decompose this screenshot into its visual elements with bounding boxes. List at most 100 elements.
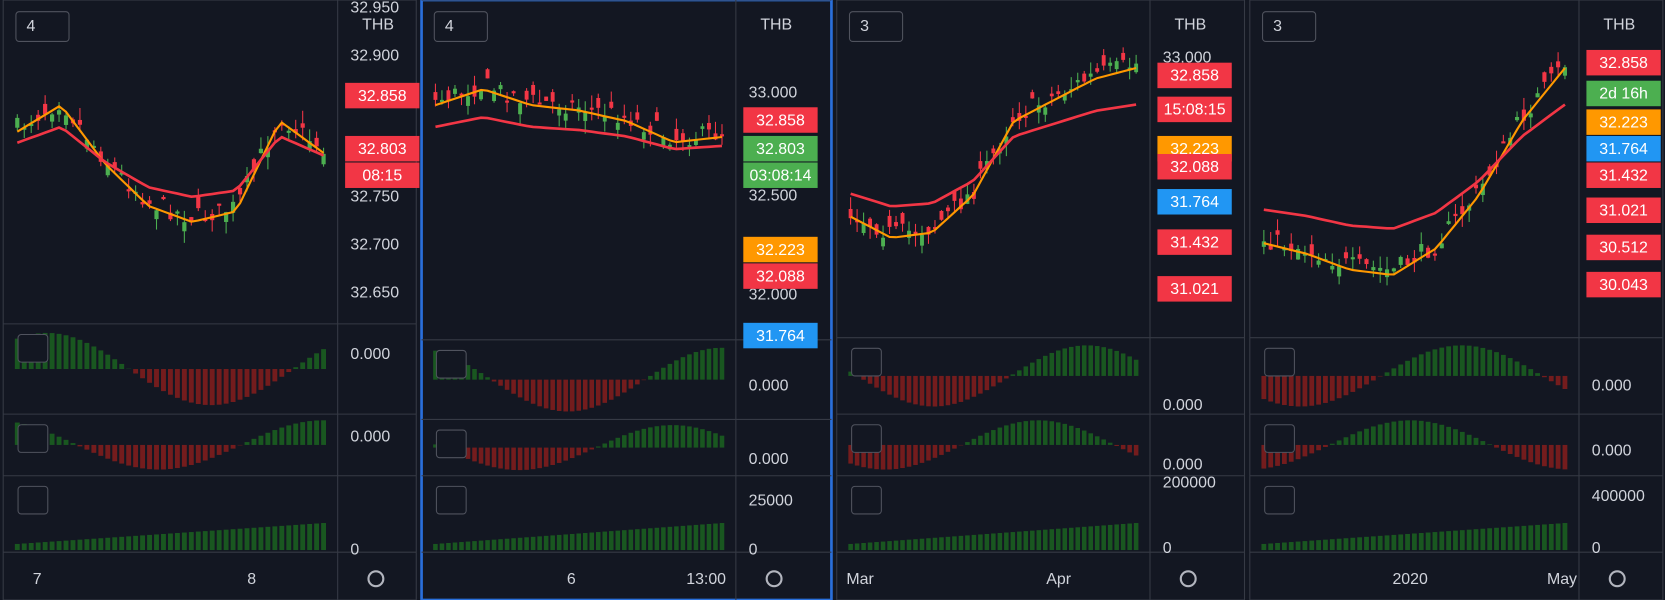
histogram-bar — [188, 444, 194, 465]
histogram-bar — [1377, 535, 1383, 551]
pane-button[interactable] — [851, 347, 882, 377]
candle-body — [1432, 253, 1437, 256]
histogram-bar — [654, 527, 660, 551]
legend-button[interactable] — [848, 11, 904, 42]
histogram-bar — [1473, 529, 1479, 551]
histogram-bar — [133, 444, 139, 468]
histogram-bar — [713, 348, 718, 380]
histogram-bar — [174, 533, 180, 551]
price-tag-text: 32.858 — [756, 112, 805, 129]
histogram-bar — [900, 540, 905, 551]
histogram-bar — [939, 537, 944, 551]
legend-button[interactable] — [15, 11, 70, 42]
settings-icon[interactable] — [1608, 570, 1626, 588]
histogram-bar — [1075, 527, 1081, 551]
histogram-bar — [635, 529, 640, 551]
candle-body — [1010, 117, 1015, 123]
histogram-bar — [706, 431, 712, 448]
candle-body — [680, 133, 685, 142]
candle-body — [913, 231, 918, 235]
candle-body — [224, 212, 229, 222]
histogram-bar — [174, 444, 180, 469]
pane-button[interactable] — [435, 349, 467, 379]
histogram-bar — [1088, 526, 1093, 551]
histogram-bar — [1017, 370, 1022, 376]
histogram-bar — [140, 444, 146, 469]
candle-body — [161, 196, 166, 200]
legend-button[interactable] — [433, 11, 488, 42]
pane-button[interactable] — [435, 429, 467, 459]
histogram-bar — [1010, 374, 1016, 376]
histogram-bar — [1473, 437, 1479, 445]
time-tick: 13:00 — [686, 571, 726, 588]
histogram-bar — [576, 379, 581, 411]
moving-average — [435, 116, 723, 151]
pane-button[interactable] — [1264, 347, 1295, 377]
settings-icon[interactable] — [765, 570, 783, 588]
candle-body — [505, 100, 510, 103]
candle-body — [293, 129, 298, 133]
pane-button[interactable] — [17, 333, 49, 363]
histogram-bar — [14, 338, 20, 370]
histogram-bar — [70, 337, 76, 370]
price-tag-text: 15:08:15 — [1164, 102, 1226, 119]
histogram-bar — [556, 447, 562, 463]
histogram-bar — [893, 540, 899, 551]
histogram-bar — [181, 444, 187, 467]
settings-icon[interactable] — [1179, 570, 1197, 588]
histogram-bar — [472, 447, 477, 462]
candle-body — [641, 132, 646, 140]
histogram-bar — [1473, 346, 1479, 376]
histogram-bar — [1323, 375, 1328, 403]
sub-tick: 0 — [350, 541, 359, 558]
settings-icon[interactable] — [367, 570, 385, 588]
pane-button[interactable] — [17, 485, 49, 515]
histogram-bar — [919, 375, 925, 406]
histogram-bar — [1343, 375, 1349, 396]
histogram-bar — [1281, 444, 1287, 464]
candle-body — [466, 96, 470, 106]
candle-body — [314, 137, 319, 147]
histogram-bar — [1030, 420, 1035, 445]
histogram-bar — [608, 379, 614, 400]
histogram-bar — [661, 367, 666, 380]
pane-button[interactable] — [435, 485, 467, 515]
histogram-bar — [1120, 353, 1126, 376]
price-tick: 32.700 — [350, 237, 399, 254]
moving-average — [16, 105, 325, 223]
pane-button[interactable] — [851, 424, 882, 453]
candle-body — [1542, 72, 1547, 82]
histogram-bar — [202, 531, 208, 551]
histogram-bar — [321, 420, 327, 445]
price-tag — [1157, 229, 1232, 255]
histogram-bar — [1487, 444, 1493, 445]
histogram-bar — [880, 541, 886, 551]
price-tag-text: 32.858 — [1599, 55, 1648, 72]
pane-button[interactable] — [17, 424, 49, 453]
histogram-bar — [1548, 523, 1554, 551]
histogram-bar — [1055, 422, 1061, 445]
legend-button[interactable] — [1262, 11, 1317, 42]
sub-tick: 25000 — [749, 492, 793, 509]
histogram-bar — [1364, 428, 1369, 445]
histogram-bar — [1528, 369, 1534, 376]
histogram-bar — [674, 526, 679, 551]
histogram-bar — [615, 530, 621, 551]
histogram-bar — [433, 543, 438, 551]
histogram-bar — [1261, 543, 1267, 551]
pane-button[interactable] — [1264, 424, 1295, 453]
histogram-bar — [706, 348, 712, 380]
histogram-bar — [174, 369, 180, 398]
histogram-bar — [1017, 531, 1022, 551]
histogram-bar — [209, 369, 215, 406]
histogram-bar — [648, 528, 653, 551]
histogram-bar — [635, 379, 640, 385]
price-tick: 32.000 — [749, 286, 798, 303]
candle-body — [687, 145, 692, 148]
pane-button[interactable] — [851, 485, 882, 515]
histogram-bar — [1439, 347, 1445, 376]
histogram-bar — [1480, 528, 1486, 551]
pane-button[interactable] — [1264, 485, 1295, 515]
histogram-bar — [628, 379, 634, 389]
